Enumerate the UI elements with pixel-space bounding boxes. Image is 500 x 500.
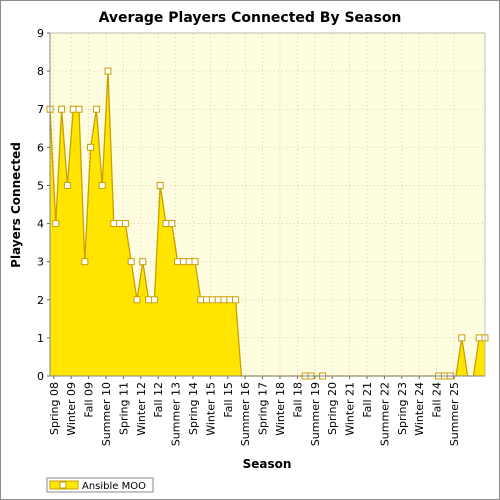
data-point: [208, 296, 216, 304]
x-tick-label: Fall 12: [152, 382, 165, 418]
data-point: [174, 258, 182, 266]
y-tick-label: 2: [37, 294, 44, 307]
data-point: [458, 334, 466, 342]
x-tick-label: Summer 16: [239, 382, 252, 446]
x-tick-label: Fall 24: [431, 382, 444, 418]
plot-border: [49, 32, 486, 377]
data-point: [475, 334, 483, 342]
data-point: [98, 181, 106, 189]
data-point: [87, 143, 95, 151]
x-tick-label: Summer 13: [170, 382, 183, 446]
y-tick-label: 6: [37, 141, 44, 154]
x-tick-label: Fall 21: [361, 382, 374, 418]
x-tick-label: Spring 17: [257, 382, 270, 435]
legend-marker: [59, 481, 67, 489]
data-point: [121, 220, 129, 228]
chart-title: Average Players Connected By Season: [99, 10, 402, 26]
x-tick-label: Fall 15: [222, 382, 235, 418]
y-tick-label: 1: [37, 332, 44, 345]
y-tick-label: 3: [37, 256, 44, 269]
y-axis-title: Players Connected: [9, 142, 23, 268]
x-tick-label: Winter 18: [274, 382, 287, 436]
legend-label: Ansible MOO: [82, 481, 146, 492]
data-point: [63, 181, 71, 189]
data-point: [156, 181, 164, 189]
data-point: [226, 296, 234, 304]
x-tick-label: Spring 11: [117, 382, 130, 435]
data-point: [203, 296, 211, 304]
y-tick-label: 5: [37, 179, 44, 192]
x-tick-label: Spring 23: [396, 382, 409, 435]
x-tick-label: Fall 18: [291, 382, 304, 418]
x-tick-label: Spring 14: [187, 382, 200, 435]
legend: Ansible MOO: [46, 477, 154, 493]
data-point: [232, 296, 240, 304]
data-point: [104, 67, 112, 75]
data-point: [92, 105, 100, 113]
data-point: [81, 258, 89, 266]
series-area-fill: [50, 71, 485, 376]
y-tick-label: 7: [37, 103, 44, 116]
plot-area: 0 1 2 3 4 5 6 7 8 9 Spring 08 Winter 09 Fall 09 Summe…: [37, 27, 489, 446]
x-tick-label: Winter 15: [204, 382, 217, 436]
x-tick-label: Winter 12: [135, 382, 148, 436]
data-point: [197, 296, 205, 304]
x-axis-title: Season: [243, 457, 292, 471]
data-point: [116, 220, 124, 228]
x-tick-label: Summer 25: [448, 382, 461, 446]
data-point: [220, 296, 228, 304]
y-tick-label: 4: [37, 218, 44, 231]
x-tick-label: Winter 21: [344, 382, 357, 436]
y-tick-label: 9: [37, 27, 44, 40]
data-point: [110, 220, 118, 228]
data-point: [75, 105, 83, 113]
data-point: [150, 296, 158, 304]
data-point: [139, 258, 147, 266]
y-tick-label: 8: [37, 65, 44, 78]
data-point: [58, 105, 66, 113]
data-point: [191, 258, 199, 266]
data-point: [162, 220, 170, 228]
data-point: [185, 258, 193, 266]
x-tick-label: Winter 24: [413, 382, 426, 436]
data-point: [168, 220, 176, 228]
x-tick-label: Spring 08: [48, 382, 61, 435]
data-point: [69, 105, 77, 113]
x-tick-label: Winter 09: [65, 382, 78, 436]
data-point: [214, 296, 222, 304]
data-point: [179, 258, 187, 266]
x-tick-label: Spring 20: [326, 382, 339, 435]
x-tick-label: Summer 22: [378, 382, 391, 446]
x-tick-label: Summer 19: [309, 382, 322, 446]
data-point: [52, 220, 60, 228]
data-point: [127, 258, 135, 266]
x-tick-label: Fall 09: [83, 382, 96, 418]
data-point: [145, 296, 153, 304]
y-tick-label: 0: [37, 370, 44, 383]
data-point: [133, 296, 141, 304]
x-tick-label: Summer 10: [100, 382, 113, 446]
